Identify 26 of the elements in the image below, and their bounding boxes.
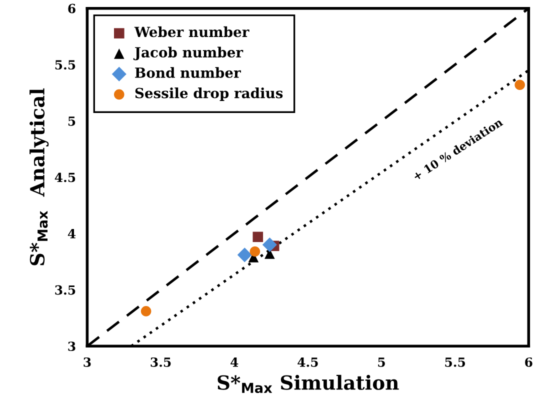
x-axis-title: S*$_{Max}$ Simulation <box>218 374 399 394</box>
x-tick-label: 6 <box>525 357 532 367</box>
legend-label: Jacob number <box>133 46 244 60</box>
point <box>252 232 264 242</box>
y-tick-label: 3.5 <box>55 285 76 295</box>
legend-label: Weber number <box>134 26 250 38</box>
y-tick-label: 4.5 <box>54 172 76 182</box>
point <box>237 248 252 262</box>
point <box>514 80 525 90</box>
y-tick-label: 3 <box>68 342 76 352</box>
x-tick-label: 3.5 <box>150 357 171 367</box>
point <box>140 306 152 316</box>
point <box>262 237 277 252</box>
y-tick-label: 6 <box>68 4 76 14</box>
y-axis-title: S*$_{Max}$ Analytical <box>30 88 49 266</box>
point <box>250 246 260 257</box>
x-tick-label: 4.5 <box>298 357 318 367</box>
y-tick-label: 5.5 <box>55 60 76 70</box>
legend-label: Bond number <box>135 67 241 78</box>
x-tick-label: 3 <box>84 357 91 367</box>
x-tick-label: 5.5 <box>445 358 466 367</box>
y-tick-label: 5 <box>68 116 76 126</box>
y-tick-label: 4 <box>68 228 76 238</box>
legend-label: Sessile drop radius <box>135 88 283 101</box>
x-tick-label: 5 <box>378 358 385 367</box>
x-tick-label: 4 <box>230 357 238 367</box>
